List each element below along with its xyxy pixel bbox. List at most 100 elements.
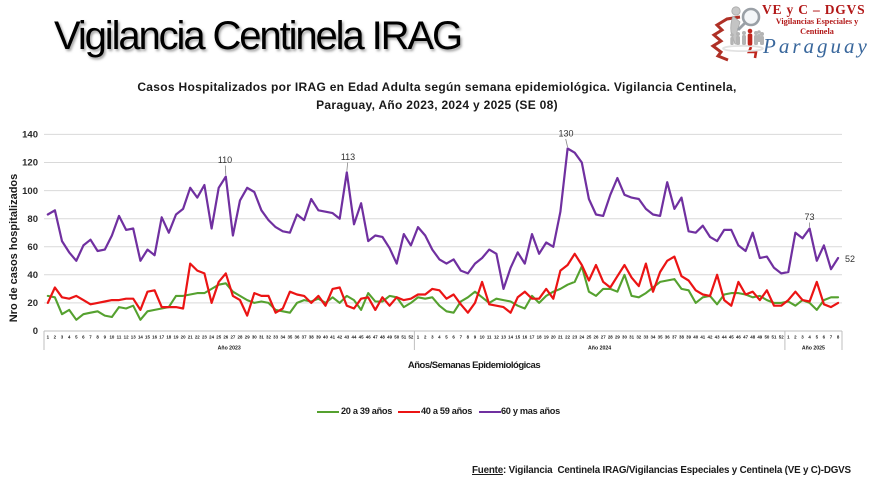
svg-text:16: 16	[152, 335, 157, 340]
svg-text:22: 22	[565, 335, 570, 340]
svg-text:Año 2024: Año 2024	[588, 346, 611, 352]
svg-text:49: 49	[757, 335, 762, 340]
svg-text:42: 42	[708, 335, 713, 340]
svg-text:140: 140	[22, 130, 38, 141]
svg-text:49: 49	[387, 335, 392, 340]
svg-text:52: 52	[779, 335, 784, 340]
svg-text:0: 0	[33, 326, 38, 337]
svg-text:24: 24	[209, 335, 214, 340]
svg-text:120: 120	[22, 158, 38, 169]
svg-text:25: 25	[216, 335, 221, 340]
svg-text:43: 43	[715, 335, 720, 340]
svg-text:13: 13	[501, 335, 506, 340]
svg-text:2: 2	[794, 335, 797, 340]
svg-text:36: 36	[665, 335, 670, 340]
svg-text:45: 45	[359, 335, 364, 340]
svg-text:34: 34	[651, 335, 656, 340]
svg-text:7: 7	[830, 335, 833, 340]
svg-text:35: 35	[287, 335, 292, 340]
svg-text:110: 110	[218, 155, 232, 165]
svg-text:11: 11	[117, 335, 122, 340]
svg-text:8: 8	[467, 335, 470, 340]
svg-text:35: 35	[658, 335, 663, 340]
svg-text:33: 33	[643, 335, 648, 340]
svg-text:31: 31	[629, 335, 634, 340]
svg-text:1: 1	[787, 335, 790, 340]
svg-text:15: 15	[145, 335, 150, 340]
svg-text:42: 42	[337, 335, 342, 340]
svg-text:26: 26	[594, 335, 599, 340]
svg-text:41: 41	[330, 335, 335, 340]
svg-text:21: 21	[558, 335, 563, 340]
svg-text:37: 37	[672, 335, 677, 340]
svg-text:9: 9	[104, 335, 107, 340]
svg-text:4: 4	[68, 335, 71, 340]
svg-text:3: 3	[801, 335, 804, 340]
svg-text:30: 30	[622, 335, 627, 340]
svg-text:48: 48	[380, 335, 385, 340]
svg-text:51: 51	[772, 335, 777, 340]
svg-text:23: 23	[202, 335, 207, 340]
svg-text:8: 8	[96, 335, 99, 340]
svg-text:21: 21	[188, 335, 193, 340]
svg-text:25: 25	[586, 335, 591, 340]
svg-text:43: 43	[344, 335, 349, 340]
svg-text:45: 45	[729, 335, 734, 340]
svg-text:38: 38	[309, 335, 314, 340]
svg-text:4: 4	[808, 335, 811, 340]
svg-text:46: 46	[736, 335, 741, 340]
svg-text:39: 39	[686, 335, 691, 340]
svg-text:20: 20	[551, 335, 556, 340]
svg-text:32: 32	[636, 335, 641, 340]
svg-text:38: 38	[679, 335, 684, 340]
svg-text:48: 48	[750, 335, 755, 340]
svg-text:13: 13	[131, 335, 136, 340]
svg-text:Año 2023: Año 2023	[218, 346, 241, 352]
svg-text:27: 27	[230, 335, 235, 340]
svg-text:4: 4	[438, 335, 441, 340]
svg-text:18: 18	[166, 335, 171, 340]
svg-text:41: 41	[700, 335, 705, 340]
svg-text:17: 17	[159, 335, 164, 340]
svg-text:40: 40	[27, 270, 38, 281]
svg-text:14: 14	[138, 335, 143, 340]
svg-text:23: 23	[572, 335, 577, 340]
svg-text:5: 5	[75, 335, 78, 340]
svg-text:30: 30	[252, 335, 257, 340]
svg-text:2: 2	[424, 335, 427, 340]
svg-text:16: 16	[522, 335, 527, 340]
svg-text:5: 5	[445, 335, 448, 340]
svg-text:100: 100	[22, 186, 38, 197]
svg-text:15: 15	[515, 335, 520, 340]
svg-text:73: 73	[804, 212, 814, 222]
svg-text:44: 44	[352, 335, 357, 340]
svg-text:22: 22	[195, 335, 200, 340]
svg-text:17: 17	[530, 335, 535, 340]
svg-text:44: 44	[722, 335, 727, 340]
svg-text:20: 20	[181, 335, 186, 340]
svg-text:8: 8	[837, 335, 840, 340]
svg-text:37: 37	[302, 335, 307, 340]
svg-text:31: 31	[259, 335, 264, 340]
svg-text:40: 40	[693, 335, 698, 340]
svg-text:60: 60	[27, 242, 38, 253]
svg-text:51: 51	[401, 335, 406, 340]
svg-text:1: 1	[417, 335, 420, 340]
svg-text:Año 2025: Año 2025	[802, 346, 825, 352]
svg-text:19: 19	[174, 335, 179, 340]
svg-text:24: 24	[579, 335, 584, 340]
svg-text:52: 52	[408, 335, 413, 340]
svg-text:11: 11	[487, 335, 492, 340]
svg-text:6: 6	[823, 335, 826, 340]
svg-text:26: 26	[223, 335, 228, 340]
svg-text:28: 28	[238, 335, 243, 340]
svg-text:2: 2	[54, 335, 57, 340]
svg-text:20: 20	[27, 298, 38, 309]
svg-text:6: 6	[452, 335, 455, 340]
svg-text:52: 52	[845, 254, 855, 264]
svg-text:40: 40	[323, 335, 328, 340]
svg-text:33: 33	[273, 335, 278, 340]
svg-text:10: 10	[109, 335, 114, 340]
svg-text:9: 9	[474, 335, 477, 340]
svg-text:36: 36	[295, 335, 300, 340]
